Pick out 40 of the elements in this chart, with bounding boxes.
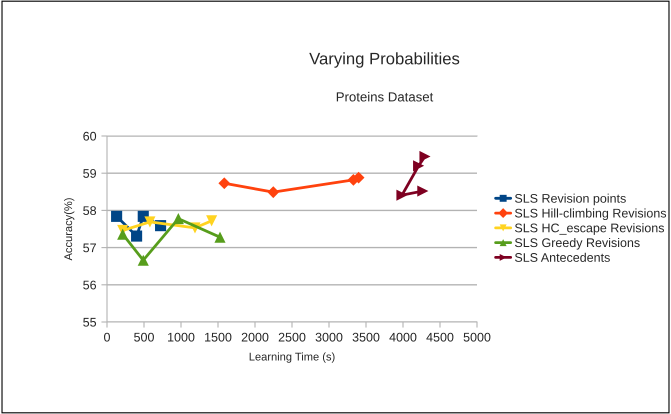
point [138,254,149,266]
point [214,232,226,243]
x-tick-label: 4500 [426,332,454,342]
x-tick-label: 0 [104,332,110,342]
point [206,215,218,226]
legend-label: SLS HC_escape Revisions [514,223,664,235]
x-tick-label: 3500 [352,332,380,342]
point [218,177,230,190]
x-tick-label: 500 [134,332,154,342]
y-tick-label: 59 [83,169,96,178]
point [144,216,156,228]
point [117,228,128,240]
point [417,186,428,197]
y-axis-title: Accuracy(%) [64,198,74,260]
legend-label: SLS Hill-climbing Revisions [514,208,666,220]
chart-subtitle: Proteins Dataset [336,92,434,102]
y-tick-label: 58 [83,206,96,216]
point [419,150,431,162]
chart-title: Varying Probabilities [309,52,460,68]
point [396,190,408,201]
legend-label: SLS Greedy Revisions [514,238,640,250]
y-tick-label: 56 [83,280,96,290]
y-tick-label: 55 [83,318,96,327]
point [111,210,122,222]
x-tick-label: 4000 [389,332,416,342]
point [413,160,424,172]
x-tick-label: 5000 [464,332,490,342]
x-tick-label: 1500 [205,332,232,342]
point [131,230,142,242]
x-tick-label: 2500 [278,332,306,342]
y-tick-label: 57 [83,244,96,252]
y-tick-label: 60 [83,132,96,141]
legend-label: SLS Antecedents [514,252,610,262]
point [172,213,184,224]
point [267,186,280,198]
x-tick-label: 1000 [168,332,194,342]
legend-label: SLS Revision points [514,194,626,206]
x-tick-label: 3000 [316,332,342,342]
x-axis-title: Learning Time (s) [250,352,335,363]
x-tick-label: 2000 [242,332,268,342]
